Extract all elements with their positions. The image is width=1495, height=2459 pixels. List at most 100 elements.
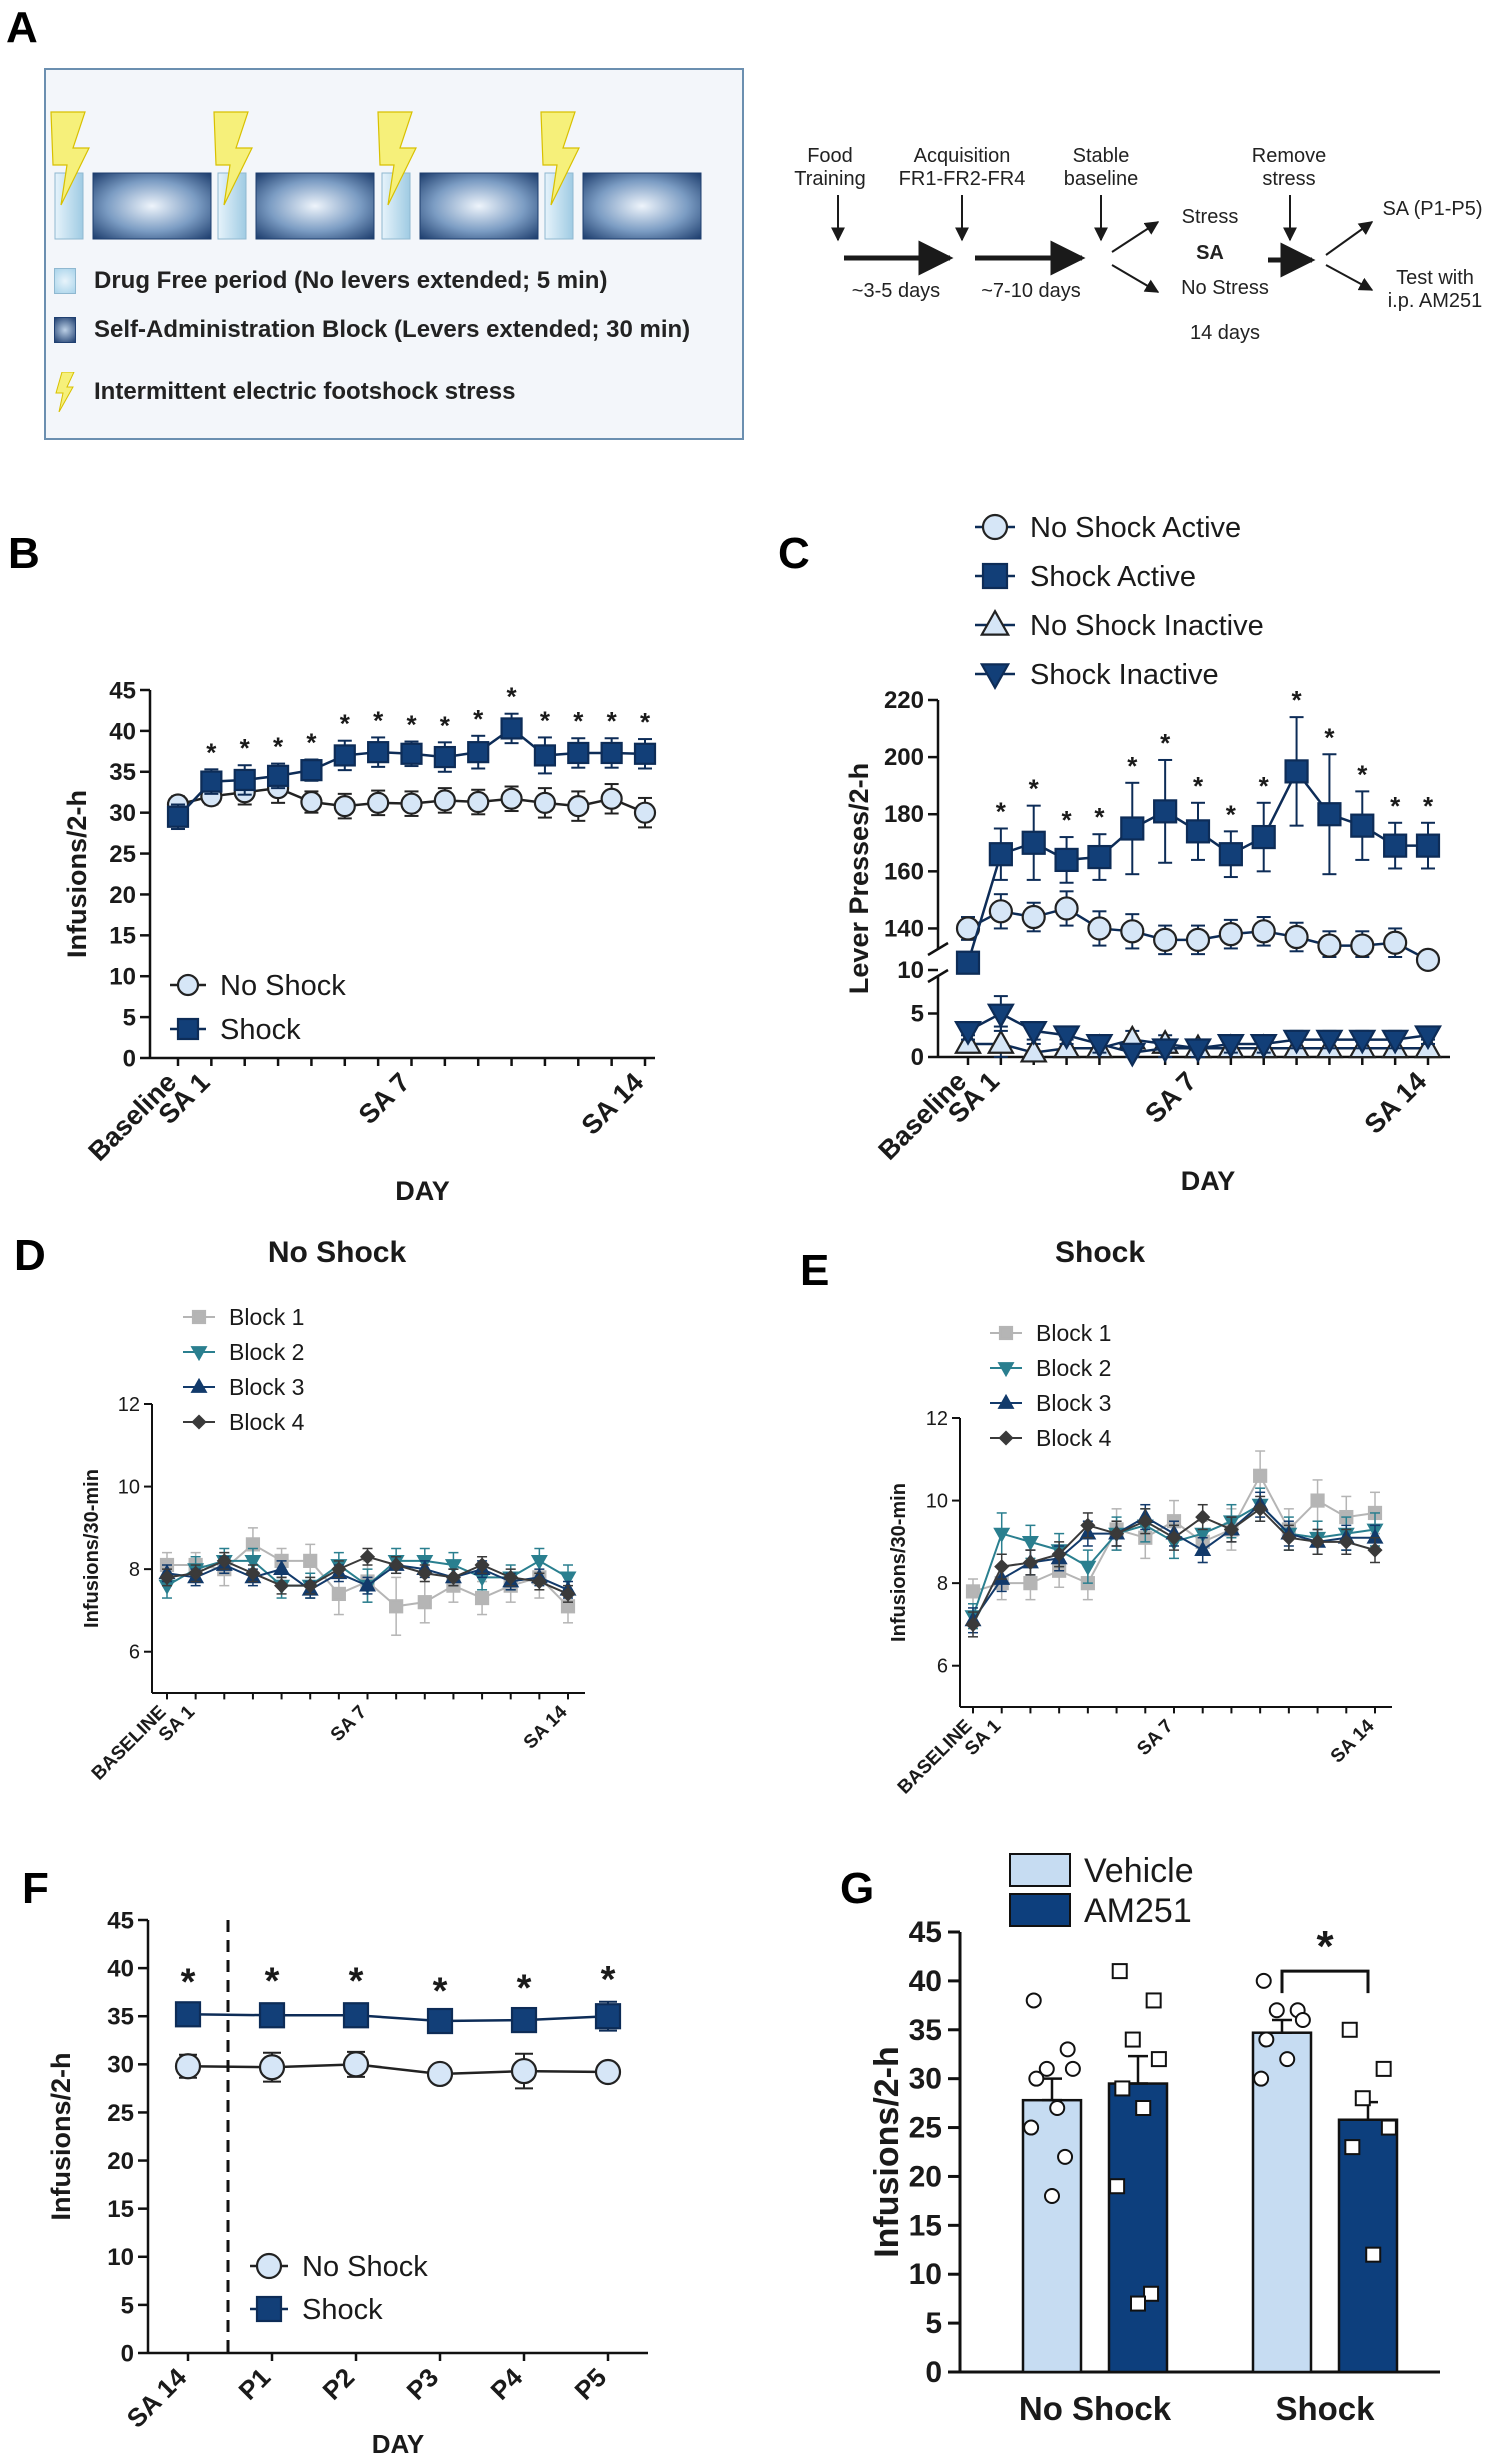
x-tick-label: SA 7 [1133,1716,1177,1760]
data-point-no-shock-active [1317,933,1342,958]
individual-point [1028,2070,1045,2087]
y-tick-label: 20 [109,882,136,909]
data-point-shock [266,764,290,787]
bar-am251-1 [1337,2118,1399,2374]
legend-label: Shock [220,1014,301,1046]
data-point-block-4 [1310,1534,1326,1550]
lightning-icon-1 [50,111,90,206]
data-point-shock-inactive [1348,1029,1377,1055]
panel-label-c: C [778,529,810,578]
data-point-block-4 [1051,1546,1067,1562]
y-tick-label: 220 [884,687,924,714]
significance-star: * [1423,791,1434,821]
data-point-block-3 [1194,1540,1212,1557]
data-point-block-4 [445,1569,461,1585]
data-point-no-shock [500,787,523,810]
significance-star: * [1259,771,1270,801]
y-tick-label: 35 [107,2004,134,2031]
data-point-shock-active [1350,813,1375,838]
y-tick-label: 200 [884,744,924,771]
data-point-shock-active [1021,830,1046,855]
individual-point [1111,1963,1128,1980]
data-point-shock [510,2006,538,2034]
data-point-block-2 [559,1571,577,1587]
y-tick-label: 35 [109,759,136,786]
data-point-shock [367,741,390,764]
data-point-shock [333,744,356,767]
legend-marker [190,1377,208,1393]
data-point-no-shock-active [1153,927,1178,952]
legend-label: No Shock [302,2251,428,2283]
data-point-block-4 [159,1569,175,1585]
significance-star: * [433,1970,448,2012]
y-tick-label: 35 [909,2014,942,2047]
legend-marker [979,663,1011,691]
significance-star: * [1127,751,1138,781]
significance-star: * [473,704,484,734]
y-axis-title: Infusions/30-min [888,1483,910,1642]
data-point-no-shock-active [1185,927,1211,952]
y-tick-label: 8 [129,1559,140,1581]
legend-marker [998,1430,1014,1446]
legend-marker [255,2252,283,2280]
sa-block-3 [419,172,539,240]
timeline-test: Test with i.p. AM251 [1375,267,1495,313]
legend-marker [176,973,200,997]
series-line-shock [187,2013,609,2023]
data-point-block-4 [965,1616,981,1632]
axis-break-mark [927,968,949,984]
bar-vehicle-1 [1251,2031,1313,2374]
individual-point [1114,2080,1131,2097]
data-point-shock-active [1218,842,1243,867]
individual-point [1375,2060,1392,2077]
data-point-block-2 [993,1527,1011,1543]
data-point-shock [400,742,423,765]
x-tick-label: BASELINE [894,1716,977,1799]
y-tick-label: 0 [121,2340,134,2367]
data-point-block-4 [245,1565,261,1581]
data-point-block-4 [1195,1509,1211,1525]
data-point-shock-inactive [1249,1034,1278,1059]
data-point-block-2 [530,1554,548,1571]
y-tick-label: 0 [911,1044,924,1071]
significance-star: * [1193,771,1204,801]
legend-label: No Shock Active [1030,512,1241,544]
y-tick-label: 6 [937,1656,948,1678]
significance-star: * [601,1959,616,2001]
significance-star: * [240,733,251,763]
individual-point [1258,2031,1275,2048]
data-point-shock [300,759,323,782]
legend-marker [191,1309,207,1325]
panel-label-e: E [800,1246,829,1295]
data-point-no-shock [594,2058,622,2086]
data-point-shock-active [1415,833,1441,858]
data-point-block-4 [474,1557,490,1573]
timeline-stable-1: Stable [1072,145,1130,167]
y-tick-label: 10 [107,2244,134,2271]
significance-star: * [349,1961,364,2003]
individual-point [1341,2021,1358,2038]
y-tick-label: 8 [937,1573,948,1595]
data-point-no-shock [367,791,390,814]
data-point-block-4 [388,1557,404,1573]
significance-star: * [1316,1922,1334,1971]
y-axis-title: Infusions/2-h [46,2053,76,2221]
x-tick-label: SA 14 [121,2362,193,2434]
data-point-no-shock-active [1251,919,1276,944]
data-point-shock-inactive [1282,1029,1311,1055]
y-tick-label: 30 [109,800,136,827]
data-point-block-4 [1109,1526,1125,1542]
sa-block-4 [582,172,702,240]
panel-label-a: A [6,3,38,52]
data-point-shock [467,741,490,764]
significance-star: * [573,706,584,736]
y-tick-label: 12 [926,1408,948,1430]
data-point-no-shock-active [1383,930,1408,955]
data-point-block-4 [1022,1554,1038,1571]
lightning-icon-2 [213,111,253,206]
individual-point [1268,2002,1285,2019]
significance-star: * [1292,685,1303,715]
data-point-no-shock [533,791,557,814]
data-point-block-1 [389,1599,404,1614]
individual-point [1143,2285,1160,2302]
